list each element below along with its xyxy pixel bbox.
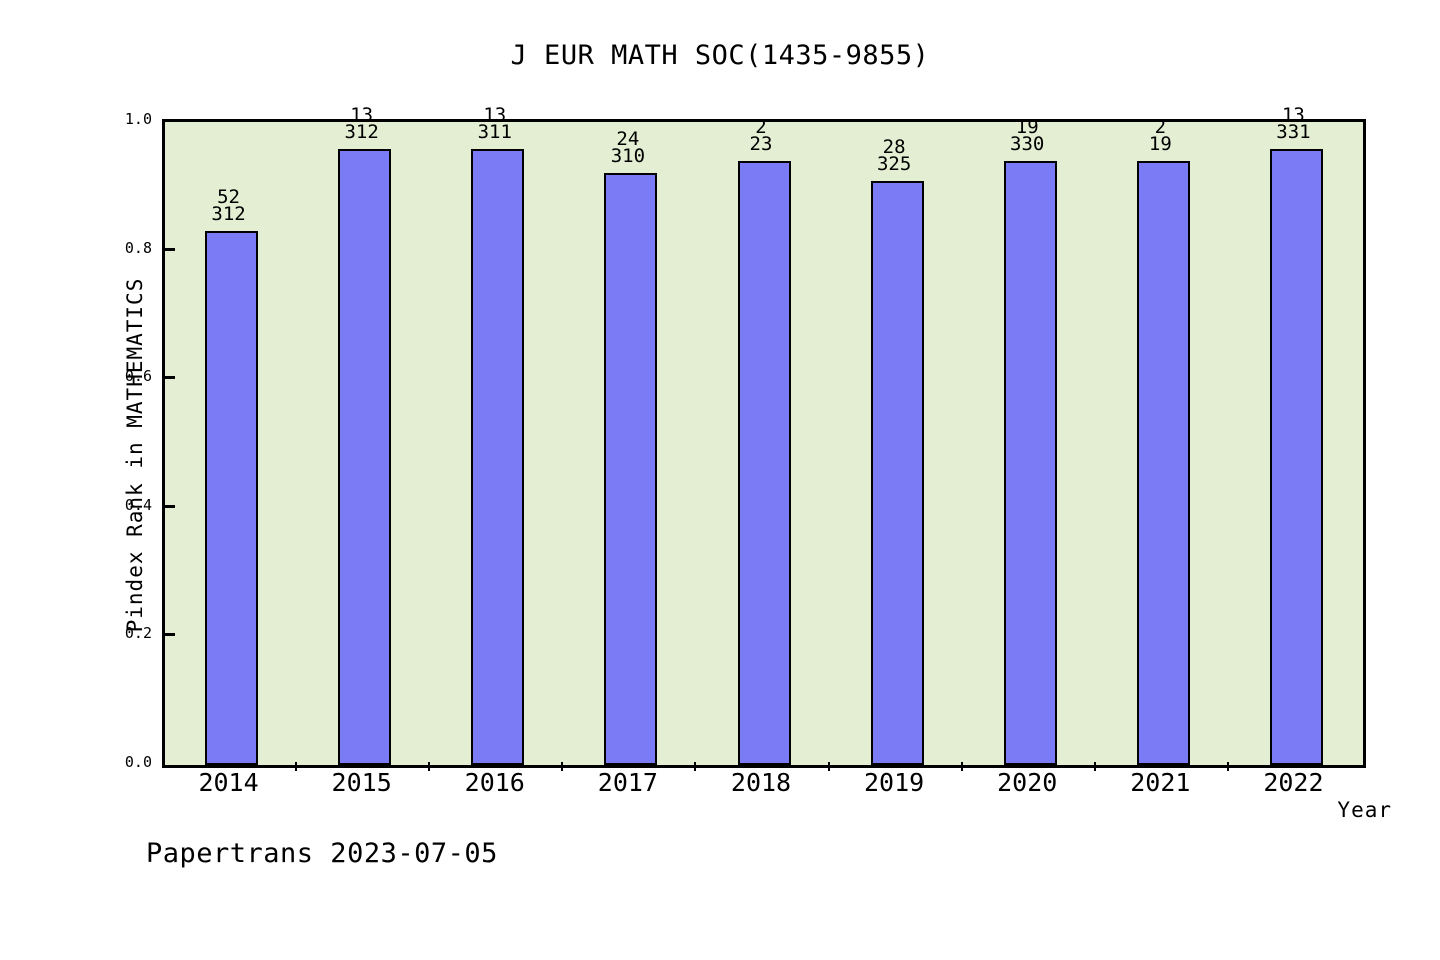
y-tick-label-0.8: 0.8 bbox=[124, 238, 152, 257]
bar-label-numerator: 19 bbox=[1015, 115, 1039, 138]
x-tick-label-2017: 2017 bbox=[597, 768, 658, 797]
bar-2015 bbox=[338, 149, 392, 765]
bar-value-label-2020: 19 330 bbox=[967, 115, 1087, 155]
bar-value-label-2015: 13 312 bbox=[302, 104, 422, 143]
bar-2021 bbox=[1136, 160, 1190, 765]
x-tick-mark bbox=[295, 762, 298, 771]
bar-2020 bbox=[1003, 160, 1057, 765]
bar-label-numerator: 13 bbox=[1281, 104, 1305, 126]
y-tick-mark bbox=[162, 376, 175, 380]
y-tick-label-1.0: 1.0 bbox=[124, 110, 152, 128]
bar-label-numerator: 24 bbox=[616, 128, 640, 151]
x-axis-label: Year bbox=[1337, 798, 1392, 822]
bar-label-denominator: 325 bbox=[876, 153, 912, 176]
x-tick-mark bbox=[694, 762, 697, 771]
x-tick-label-2020: 2020 bbox=[997, 768, 1058, 797]
x-tick-label-2018: 2018 bbox=[730, 768, 792, 797]
bar-2022 bbox=[1269, 149, 1323, 765]
footer-annotation: Papertrans 2023-07-05 bbox=[146, 838, 498, 869]
x-tick-mark bbox=[827, 762, 830, 771]
bar-label-denominator: 19 bbox=[1148, 132, 1172, 155]
y-tick-mark bbox=[162, 504, 175, 508]
bar-value-label-2021: 2 19 bbox=[1100, 115, 1220, 155]
y-axis-tick-labels: 0.0 0.2 0.4 0.6 0.8 1.0 bbox=[96, 110, 152, 771]
bar-label-denominator: 23 bbox=[749, 132, 773, 155]
x-tick-mark bbox=[960, 762, 963, 771]
y-tick-label-0.0: 0.0 bbox=[124, 753, 152, 771]
bar-value-label-2022: 13 331 bbox=[1233, 104, 1353, 143]
bar-label-denominator: 312 bbox=[211, 203, 246, 226]
y-tick-label-0.4: 0.4 bbox=[124, 495, 152, 514]
bar-value-label-2014: 52 312 bbox=[169, 186, 289, 226]
bar-value-label-2018: 2 23 bbox=[701, 115, 821, 155]
x-tick-mark bbox=[428, 762, 431, 771]
bar-2014 bbox=[205, 231, 259, 765]
x-tick-label-2022: 2022 bbox=[1263, 768, 1324, 797]
plot-area bbox=[162, 119, 1366, 768]
bar-value-label-2016: 13 311 bbox=[435, 104, 555, 143]
x-tick-label-2015: 2015 bbox=[331, 768, 392, 797]
bar-label-numerator: 13 bbox=[350, 104, 374, 126]
bar-value-label-2017: 24 310 bbox=[568, 128, 688, 168]
x-tick-mark bbox=[1226, 762, 1229, 771]
bar-label-denominator: 312 bbox=[344, 121, 379, 143]
bar-label-denominator: 330 bbox=[1010, 132, 1045, 155]
y-tick-mark bbox=[162, 633, 175, 637]
x-tick-mark bbox=[1093, 762, 1096, 771]
bars-layer bbox=[165, 122, 1363, 765]
bar-2017 bbox=[604, 173, 658, 765]
y-tick-mark bbox=[162, 247, 175, 251]
bar-label-denominator: 331 bbox=[1276, 121, 1311, 143]
bar-2018 bbox=[737, 160, 791, 765]
bar-label-denominator: 311 bbox=[477, 121, 512, 143]
bar-2016 bbox=[471, 149, 525, 765]
x-tick-mark bbox=[561, 762, 564, 771]
bar-label-numerator: 52 bbox=[217, 186, 240, 209]
bar-label-numerator: 28 bbox=[882, 136, 906, 159]
bar-label-numerator: 2 bbox=[755, 115, 767, 138]
x-tick-label-2016: 2016 bbox=[464, 768, 525, 797]
chart-title: J EUR MATH SOC(1435-9855) bbox=[510, 40, 930, 71]
bar-label-numerator: 13 bbox=[483, 104, 507, 126]
x-tick-label-2014: 2014 bbox=[198, 768, 259, 797]
bar-label-denominator: 310 bbox=[610, 145, 646, 168]
x-tick-label-2019: 2019 bbox=[864, 768, 925, 797]
bar-2019 bbox=[870, 181, 924, 765]
y-tick-label-0.2: 0.2 bbox=[124, 624, 152, 643]
bar-label-numerator: 2 bbox=[1154, 115, 1167, 138]
y-tick-label-0.6: 0.6 bbox=[124, 367, 152, 386]
bar-value-label-2019: 28 325 bbox=[834, 136, 954, 176]
x-tick-label-2021: 2021 bbox=[1130, 768, 1191, 797]
